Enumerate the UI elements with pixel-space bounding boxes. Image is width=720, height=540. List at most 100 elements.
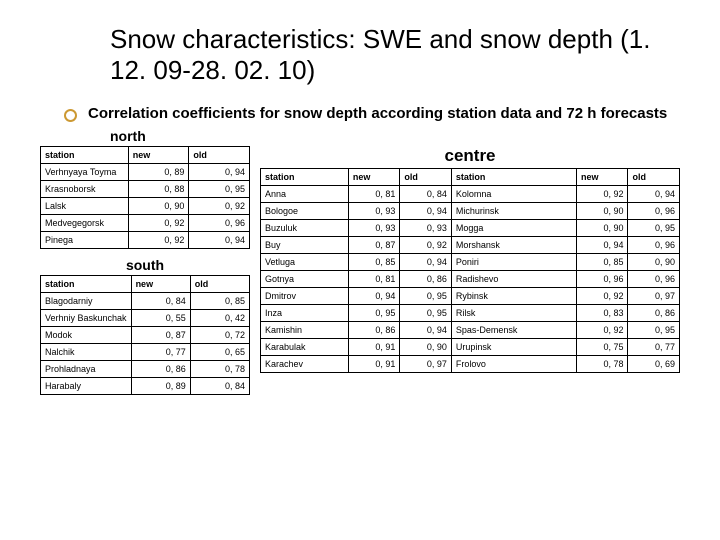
cell: 0, 94 bbox=[348, 287, 400, 304]
cell: 0, 95 bbox=[189, 180, 250, 197]
cell: Bologoe bbox=[261, 202, 349, 219]
cell: Pinega bbox=[41, 231, 129, 248]
table-row: Nalchik0, 770, 65 bbox=[41, 343, 250, 360]
cell: 0, 78 bbox=[576, 355, 628, 372]
col-header: station bbox=[41, 146, 129, 163]
cell: Krasnoborsk bbox=[41, 180, 129, 197]
right-column: centre station new old station new old A… bbox=[260, 146, 680, 373]
cell: 0, 84 bbox=[400, 185, 452, 202]
table-row: Vetluga0, 850, 94Poniri0, 850, 90 bbox=[261, 253, 680, 270]
col-header: station bbox=[261, 168, 349, 185]
cell: Inza bbox=[261, 304, 349, 321]
cell: 0, 90 bbox=[576, 202, 628, 219]
cell: 0, 81 bbox=[348, 185, 400, 202]
cell: 0, 55 bbox=[131, 309, 190, 326]
table-row: Buzuluk0, 930, 93Mogga0, 900, 95 bbox=[261, 219, 680, 236]
cell: 0, 92 bbox=[576, 185, 628, 202]
cell: 0, 86 bbox=[400, 270, 452, 287]
cell: Verhniy Baskunchak bbox=[41, 309, 132, 326]
centre-table: station new old station new old Anna0, 8… bbox=[260, 168, 680, 373]
cell: 0, 94 bbox=[400, 321, 452, 338]
cell: 0, 77 bbox=[131, 343, 190, 360]
cell: 0, 84 bbox=[131, 292, 190, 309]
cell: Blagodarniy bbox=[41, 292, 132, 309]
table-row: Lalsk0, 900, 92 bbox=[41, 197, 250, 214]
cell: 0, 83 bbox=[576, 304, 628, 321]
left-column: station new old Verhnyaya Toyma0, 890, 9… bbox=[40, 146, 250, 395]
cell: 0, 94 bbox=[400, 253, 452, 270]
col-header: old bbox=[190, 275, 249, 292]
cell: Prohladnaya bbox=[41, 360, 132, 377]
cell: 0, 96 bbox=[628, 236, 680, 253]
cell: Mogga bbox=[451, 219, 576, 236]
cell: 0, 96 bbox=[628, 202, 680, 219]
cell: Anna bbox=[261, 185, 349, 202]
cell: 0, 81 bbox=[348, 270, 400, 287]
cell: Karabulak bbox=[261, 338, 349, 355]
cell: 0, 95 bbox=[348, 304, 400, 321]
cell: 0, 42 bbox=[190, 309, 249, 326]
table-row: Kamishin0, 860, 94Spas-Demensk0, 920, 95 bbox=[261, 321, 680, 338]
north-label: north bbox=[110, 128, 680, 144]
table-row: Anna0, 810, 84Kolomna0, 920, 94 bbox=[261, 185, 680, 202]
cell: 0, 91 bbox=[348, 355, 400, 372]
cell: 0, 94 bbox=[576, 236, 628, 253]
page-title: Snow characteristics: SWE and snow depth… bbox=[110, 24, 680, 86]
col-header: new bbox=[348, 168, 400, 185]
cell: 0, 65 bbox=[190, 343, 249, 360]
cell: 0, 72 bbox=[190, 326, 249, 343]
cell: Spas-Demensk bbox=[451, 321, 576, 338]
cell: 0, 69 bbox=[628, 355, 680, 372]
cell: 0, 86 bbox=[348, 321, 400, 338]
col-header: old bbox=[628, 168, 680, 185]
table-row: Pinega0, 920, 94 bbox=[41, 231, 250, 248]
cell: Michurinsk bbox=[451, 202, 576, 219]
cell: 0, 92 bbox=[128, 231, 189, 248]
cell: Verhnyaya Toyma bbox=[41, 163, 129, 180]
cell: 0, 95 bbox=[628, 219, 680, 236]
cell: Vetluga bbox=[261, 253, 349, 270]
cell: 0, 90 bbox=[128, 197, 189, 214]
cell: Dmitrov bbox=[261, 287, 349, 304]
cell: 0, 88 bbox=[128, 180, 189, 197]
col-header: new bbox=[128, 146, 189, 163]
table-row: Verhnyaya Toyma0, 890, 94 bbox=[41, 163, 250, 180]
cell: Kolomna bbox=[451, 185, 576, 202]
cell: 0, 89 bbox=[128, 163, 189, 180]
cell: 0, 94 bbox=[189, 163, 250, 180]
table-row: Karabulak0, 910, 90Urupinsk0, 750, 77 bbox=[261, 338, 680, 355]
cell: Morshansk bbox=[451, 236, 576, 253]
cell: Radishevo bbox=[451, 270, 576, 287]
cell: Medvegegorsk bbox=[41, 214, 129, 231]
cell: 0, 92 bbox=[189, 197, 250, 214]
cell: Lalsk bbox=[41, 197, 129, 214]
cell: Nalchik bbox=[41, 343, 132, 360]
cell: 0, 95 bbox=[628, 321, 680, 338]
cell: 0, 93 bbox=[348, 219, 400, 236]
table-row: Krasnoborsk0, 880, 95 bbox=[41, 180, 250, 197]
cell: 0, 84 bbox=[190, 377, 249, 394]
cell: 0, 90 bbox=[576, 219, 628, 236]
table-row: Buy0, 870, 92Morshansk0, 940, 96 bbox=[261, 236, 680, 253]
cell: Rybinsk bbox=[451, 287, 576, 304]
cell: 0, 85 bbox=[348, 253, 400, 270]
table-row: Modok0, 870, 72 bbox=[41, 326, 250, 343]
centre-label: centre bbox=[260, 146, 680, 166]
table-row: Harabaly0, 890, 84 bbox=[41, 377, 250, 394]
col-header: old bbox=[189, 146, 250, 163]
cell: 0, 86 bbox=[131, 360, 190, 377]
cell: 0, 94 bbox=[400, 202, 452, 219]
table-row: Verhniy Baskunchak0, 550, 42 bbox=[41, 309, 250, 326]
cell: 0, 92 bbox=[576, 321, 628, 338]
cell: 0, 96 bbox=[576, 270, 628, 287]
cell: 0, 91 bbox=[348, 338, 400, 355]
south-table: station new old Blagodarniy0, 840, 85Ver… bbox=[40, 275, 250, 395]
cell: 0, 96 bbox=[628, 270, 680, 287]
cell: Kamishin bbox=[261, 321, 349, 338]
table-row: Medvegegorsk0, 920, 96 bbox=[41, 214, 250, 231]
col-header: old bbox=[400, 168, 452, 185]
cell: 0, 89 bbox=[131, 377, 190, 394]
cell: 0, 75 bbox=[576, 338, 628, 355]
cell: Poniri bbox=[451, 253, 576, 270]
cell: 0, 87 bbox=[348, 236, 400, 253]
